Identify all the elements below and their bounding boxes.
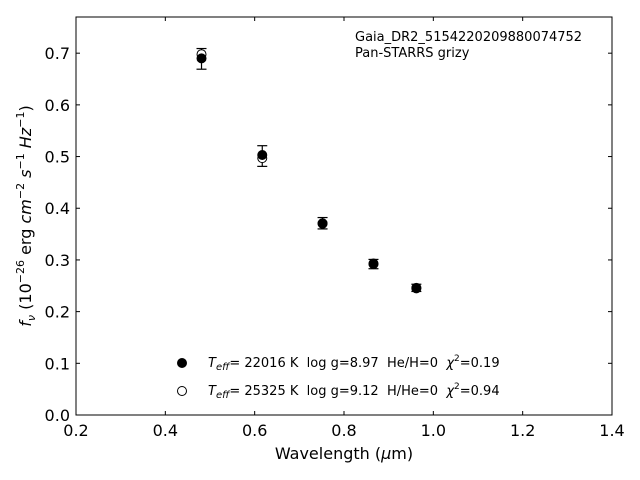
legend-marker-open <box>177 386 187 396</box>
annotation-object-id: Gaia_DR2_5154220209880074752 <box>355 30 582 45</box>
x-tick-label: 0.4 <box>153 421 178 440</box>
x-tick-label: 1.0 <box>421 421 446 440</box>
data-points <box>196 49 422 294</box>
y-tick-label: 0.5 <box>45 148 70 167</box>
filled-point <box>317 218 328 229</box>
axis-ticks <box>75 17 613 416</box>
legend-1-comp: He/H=0 <box>387 356 438 371</box>
y-tick-label: 0.7 <box>45 44 70 63</box>
filled-point <box>411 283 422 294</box>
x-tick-label: 0.8 <box>331 421 356 440</box>
legend-1-teff: 22016 K <box>244 356 298 371</box>
filled-point <box>368 259 379 270</box>
x-axis-label: Wavelength (μm) <box>275 444 413 463</box>
annotation-survey: Pan-STARRS grizy <box>355 46 470 61</box>
y-axis-label: fν (10−26 erg cm−2 s−1 Hz−1) <box>14 105 38 326</box>
y-tick-label: 0.4 <box>45 199 70 218</box>
filled-point <box>257 150 268 161</box>
x-tick-label: 0.2 <box>63 421 88 440</box>
legend-entry-1: Teff= 22016 K log g=8.97 He/H=0 χ2=0.19 <box>208 354 500 373</box>
y-tick-label: 0.0 <box>45 406 70 425</box>
y-tick-label: 0.6 <box>45 96 70 115</box>
legend-1-chi2: =0.19 <box>460 356 500 371</box>
legend-2-chi2: =0.94 <box>460 384 500 399</box>
legend-1-logg: log g=8.97 <box>307 356 379 371</box>
x-tick-label: 1.4 <box>599 421 624 440</box>
y-tick-label: 0.1 <box>45 354 70 373</box>
legend-marker-filled <box>177 358 187 368</box>
y-tick-label: 0.2 <box>45 303 70 322</box>
legend-2-comp: H/He=0 <box>387 384 438 399</box>
legend-2-logg: log g=9.12 <box>307 384 379 399</box>
legend: Teff= 22016 K log g=8.97 He/H=0 χ2=0.19 … <box>177 354 500 401</box>
y-tick-label: 0.3 <box>45 251 70 270</box>
filled-point <box>196 53 207 64</box>
axis-tick-labels: 0.2 0.4 0.6 0.8 1.0 1.2 1.4 0.0 0.1 0.2 0.3 0.4 0.5 0… <box>45 44 625 440</box>
x-tick-label: 0.6 <box>242 421 267 440</box>
legend-entry-2: Teff= 25325 K log g=9.12 H/He=0 χ2=0.94 <box>208 382 500 401</box>
legend-2-teff: 25325 K <box>244 384 298 399</box>
plot-area <box>75 16 613 416</box>
x-tick-label: 1.2 <box>510 421 535 440</box>
